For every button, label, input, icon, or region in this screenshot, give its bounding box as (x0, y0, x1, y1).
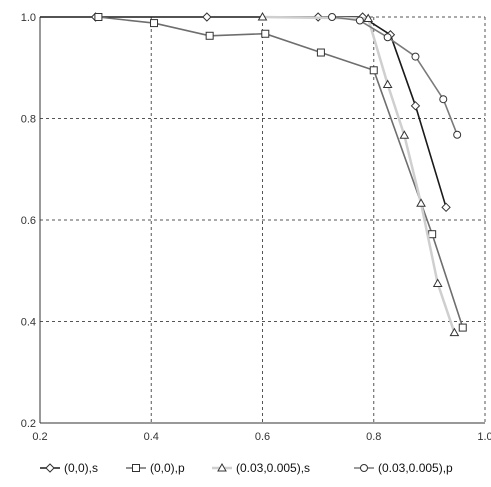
data-point-1-4 (316, 48, 325, 57)
data-point-2-1 (363, 13, 374, 23)
legend-marker (132, 464, 140, 472)
x-tick-label: 0.4 (144, 431, 159, 443)
data-point-3-5 (453, 130, 462, 139)
legend-marker (45, 463, 55, 473)
series-1 (94, 13, 467, 332)
legend-label: (0.03,0.005),p (378, 461, 453, 475)
data-point-2-4 (416, 198, 426, 207)
grid (39, 16, 486, 424)
legend-label: (0,0),s (64, 461, 98, 475)
data-point-0-6 (410, 101, 421, 111)
data-point-2-5 (432, 278, 443, 287)
data-point-2-3 (399, 130, 410, 139)
series-line-3 (331, 16, 458, 135)
legend-item-1: (0,0),p (126, 461, 185, 475)
y-tick-label: 0.2 (21, 418, 36, 430)
y-tick-label: 0.8 (21, 114, 36, 126)
legend-item-0: (0,0),s (40, 461, 98, 475)
series-line-1 (98, 16, 464, 328)
data-point-3-2 (383, 33, 392, 42)
data-point-1-3 (261, 29, 270, 38)
data-point-1-2 (205, 31, 214, 40)
legend-marker (217, 462, 227, 472)
x-tick-label: 0.8 (366, 431, 381, 443)
data-point-2-0 (257, 11, 268, 21)
legend-item-3: (0.03,0.005),p (354, 461, 453, 475)
series-3 (328, 13, 462, 139)
data-point-1-5 (369, 66, 378, 75)
x-tick-label: 0.6 (255, 431, 270, 443)
legend-item-2: (0.03,0.005),s (212, 461, 310, 475)
data-point-1-0 (94, 13, 103, 21)
data-point-1-6 (428, 230, 437, 239)
legend-label: (0,0),p (150, 461, 185, 475)
y-tick-label: 0.6 (21, 215, 36, 227)
x-tick-label: 1.0 (477, 431, 491, 443)
y-tick-label: 0.4 (21, 317, 36, 329)
data-point-2-6 (449, 327, 460, 337)
legend-marker (360, 464, 368, 472)
data-point-0-7 (441, 202, 451, 213)
axes: 0.2 0.4 0.6 0.8 1.0 0.2 0.4 0.6 0.8 1.0 (21, 12, 491, 443)
legend-label: (0.03,0.005),s (236, 461, 310, 475)
data-point-0-2 (202, 12, 212, 22)
x-tick-label: 0.2 (32, 431, 47, 443)
y-tick-label: 1.0 (21, 12, 36, 24)
data-point-1-7 (458, 323, 467, 332)
legend: (0,0),s (0,0),p (0.03,0.005),s (0.03,0.005)… (40, 461, 453, 475)
data-point-3-1 (355, 16, 364, 25)
series-group (40, 11, 467, 337)
data-point-3-4 (439, 95, 448, 104)
data-point-3-3 (411, 52, 420, 61)
data-point-1-1 (150, 19, 159, 28)
series-2 (257, 11, 460, 337)
data-point-2-2 (382, 79, 393, 88)
series-line-0 (40, 16, 447, 208)
data-point-3-0 (328, 13, 337, 21)
